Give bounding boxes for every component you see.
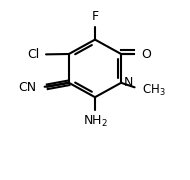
Text: N: N xyxy=(124,76,133,89)
Text: O: O xyxy=(141,48,151,60)
Text: Cl: Cl xyxy=(27,48,39,61)
Text: CN: CN xyxy=(18,81,36,94)
Text: CH$_3$: CH$_3$ xyxy=(142,82,166,98)
Text: NH$_2$: NH$_2$ xyxy=(82,114,108,129)
Text: F: F xyxy=(91,10,99,23)
